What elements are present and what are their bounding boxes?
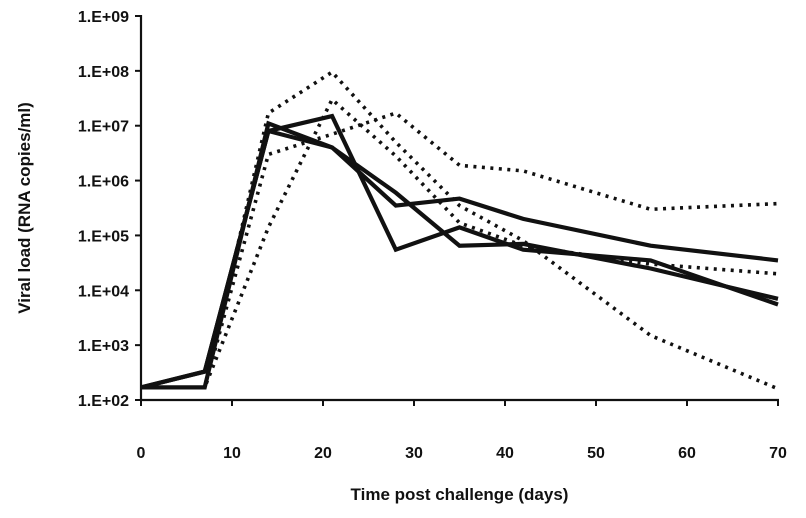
x-tick-label: 70 [769, 445, 787, 462]
x-tick-label: 40 [496, 445, 514, 462]
x-tick-label: 50 [587, 445, 605, 462]
series-layer [140, 69, 779, 391]
x-tick-label: 0 [137, 445, 146, 462]
series-line-animal-6 [141, 111, 779, 390]
y-tick-label: 1.E+04 [78, 283, 129, 300]
y-tick-label: 1.E+09 [78, 9, 129, 26]
y-axis-title: Viral load (RNA copies/ml) [15, 102, 34, 314]
y-tick-label: 1.E+02 [78, 393, 129, 410]
y-tick-label: 1.E+07 [78, 119, 129, 136]
y-tick-label: 1.E+06 [78, 174, 129, 191]
y-tick-label: 1.E+03 [78, 338, 129, 355]
y-axis-ticks: 1.E+02 1.E+03 1.E+04 1.E+05 1.E+06 1.E+07 1.E+… [78, 9, 141, 410]
series-line-animal-5 [141, 96, 779, 390]
x-tick-label: 10 [223, 445, 241, 462]
x-tick-label: 20 [314, 445, 332, 462]
x-tick-label: 60 [678, 445, 696, 462]
x-axis-title: Time post challenge (days) [351, 485, 569, 504]
x-axis-ticks: 0 10 20 30 40 50 60 70 [137, 400, 787, 462]
y-tick-label: 1.E+08 [78, 64, 129, 81]
series-line-animal-4 [141, 69, 779, 391]
x-tick-label: 30 [405, 445, 423, 462]
y-tick-label: 1.E+05 [78, 228, 129, 245]
series-line-animal-3 [140, 128, 779, 390]
